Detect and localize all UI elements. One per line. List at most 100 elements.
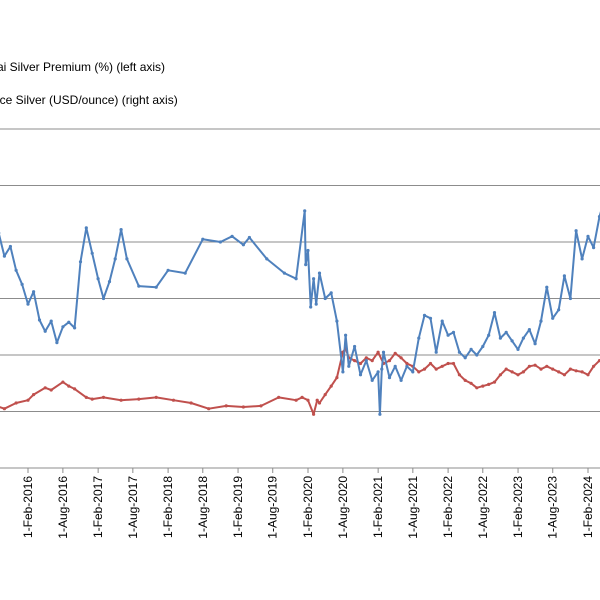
silver-price-point — [300, 395, 304, 399]
premium-point — [43, 329, 47, 333]
premium-point — [434, 350, 438, 354]
silver-price-point — [592, 364, 596, 368]
premium-point — [96, 277, 100, 281]
premium-point — [446, 333, 450, 337]
silver-price-point — [171, 398, 176, 402]
premium-point — [2, 254, 6, 258]
silver-price-point — [399, 356, 403, 360]
premium-point — [475, 353, 479, 357]
silver-price-point — [481, 384, 485, 388]
silver-price-point — [358, 361, 363, 366]
premium-point — [597, 215, 600, 219]
silver-price-point — [580, 370, 584, 374]
premium-point — [247, 235, 251, 240]
premium-point — [230, 234, 234, 238]
premium-point — [492, 311, 497, 315]
silver-price-point — [189, 401, 193, 405]
premium-point — [241, 243, 245, 247]
silver-price-point — [73, 387, 77, 391]
x-tick-label: 1-Feb-2019 — [231, 476, 245, 538]
premium-point — [481, 344, 485, 349]
premium-point — [393, 364, 397, 368]
silver-price-point — [277, 395, 281, 399]
premium-point — [304, 263, 308, 267]
premium-point — [422, 313, 427, 317]
premium-point — [527, 328, 532, 332]
premium-point — [323, 296, 327, 301]
x-tick-label: 1-Aug-2018 — [196, 476, 210, 539]
series-line-premium — [0, 209, 600, 416]
x-axis — [0, 467, 600, 473]
silver-price-point — [207, 407, 211, 411]
premium-point — [370, 378, 374, 382]
premium-point — [358, 373, 363, 377]
silver-price-point — [67, 384, 71, 388]
premium-point — [417, 336, 421, 340]
premium-point — [55, 341, 59, 345]
x-tick-label: 1-Feb-2024 — [581, 476, 595, 538]
gridlines — [0, 128, 600, 469]
premium-point — [562, 274, 567, 278]
premium-point — [125, 257, 129, 261]
silver-price-point — [417, 370, 421, 374]
x-tick-label: 1-Feb-2021 — [371, 476, 385, 538]
silver-price-point — [405, 361, 409, 366]
silver-price-point — [457, 373, 461, 377]
premium-point — [469, 347, 473, 351]
silver-price-point — [440, 364, 444, 368]
silver-price-point — [312, 412, 316, 416]
premium-point — [166, 268, 170, 272]
premium-point — [498, 336, 502, 340]
silver-price-point — [101, 395, 106, 399]
silver-price-point — [586, 373, 590, 377]
premium-point — [335, 319, 339, 323]
premium-point — [539, 319, 543, 323]
x-tick-label: 1-Feb-2017 — [91, 476, 105, 538]
premium-point — [154, 285, 158, 289]
x-tick-label: 1-Feb-2018 — [161, 476, 175, 538]
silver-price-point — [545, 364, 549, 368]
premium-point — [411, 370, 415, 374]
x-tick-label: 1-Feb-2016 — [21, 476, 35, 538]
premium-point — [380, 367, 384, 371]
silver-price-point — [315, 398, 319, 402]
premium-point — [551, 316, 555, 320]
premium-point — [31, 290, 36, 294]
premium-point — [265, 257, 269, 261]
silver-price-point — [498, 373, 502, 377]
legend-label-premium: ai Silver Premium (%) (left axis) — [0, 60, 165, 74]
premium-point — [344, 333, 348, 337]
silver-price-point — [61, 380, 65, 384]
premium-point — [387, 376, 392, 380]
x-tick-label: 1-Feb-2020 — [301, 476, 315, 538]
premium-point — [303, 209, 307, 213]
silver-price-point — [49, 388, 53, 392]
premium-point — [317, 271, 322, 275]
premium-point — [510, 339, 514, 343]
premium-point — [521, 336, 526, 340]
silver-price-point — [533, 363, 537, 367]
silver-price-point — [306, 398, 310, 402]
premium-point — [428, 316, 433, 320]
premium-point — [61, 325, 65, 329]
silver-price-point — [539, 367, 543, 371]
silver-price-point — [510, 370, 514, 374]
silver-price-point — [562, 373, 567, 377]
premium-point — [183, 271, 187, 275]
premium-point — [137, 284, 141, 288]
silver-price-point — [574, 369, 578, 373]
legend: ai Silver Premium (%) (left axis) ice Si… — [0, 60, 178, 107]
premium-point — [580, 257, 584, 261]
x-tick-label: 1-Aug-2023 — [546, 476, 560, 539]
premium-point — [20, 282, 24, 286]
premium-point — [14, 268, 18, 272]
premium-point — [78, 260, 83, 264]
silver-price-point — [14, 401, 18, 405]
silver-price-point — [26, 398, 30, 402]
premium-point — [568, 296, 573, 301]
silver-price-point — [323, 393, 327, 397]
silver-price-point — [335, 376, 339, 380]
legend-label-silver-price: ice Silver (USD/ounce) (right axis) — [0, 93, 178, 107]
premium-point — [312, 277, 316, 281]
silver-price-point — [387, 359, 392, 363]
